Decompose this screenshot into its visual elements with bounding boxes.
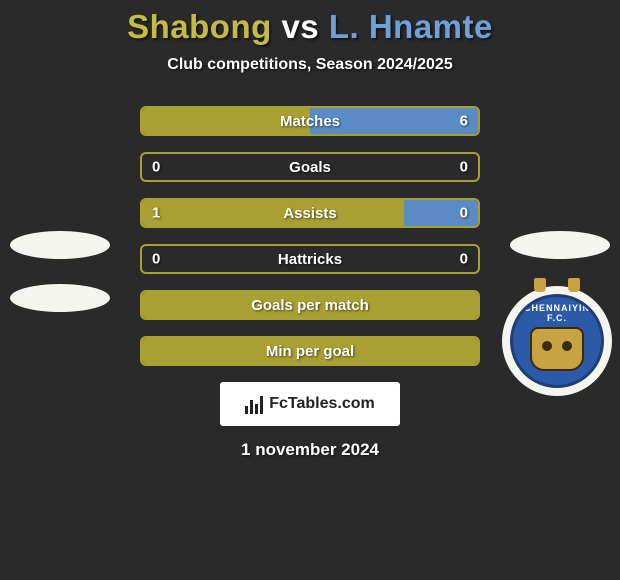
title-vs: vs xyxy=(281,8,319,45)
stat-label: Assists xyxy=(142,205,478,222)
stat-label: Hattricks xyxy=(142,251,478,268)
stat-label: Goals xyxy=(142,159,478,176)
player1-badge-placeholder-1 xyxy=(10,231,110,259)
branding-text: FcTables.com xyxy=(269,395,375,413)
club-face-icon xyxy=(530,327,584,371)
title-player1: Shabong xyxy=(127,8,272,45)
stat-row-hattricks: 00Hattricks xyxy=(140,244,480,274)
stat-row-goals-per-match: Goals per match xyxy=(140,290,480,320)
subtitle: Club competitions, Season 2024/2025 xyxy=(0,56,620,74)
page-title: Shabong vs L. Hnamte xyxy=(0,8,620,46)
stat-label: Matches xyxy=(142,113,478,130)
trophies-icon xyxy=(502,278,612,292)
branding-chart-icon xyxy=(245,394,263,414)
date-label: 1 november 2024 xyxy=(0,440,620,460)
title-player2: L. Hnamte xyxy=(329,8,493,45)
player1-badge-placeholder-2 xyxy=(10,284,110,312)
stat-row-matches: 6Matches xyxy=(140,106,480,136)
stat-row-assists: 10Assists xyxy=(140,198,480,228)
stat-row-min-per-goal: Min per goal xyxy=(140,336,480,366)
stat-row-goals: 00Goals xyxy=(140,152,480,182)
club-badge: CHENNAIYIN F.C. xyxy=(502,286,612,396)
branding-badge[interactable]: FcTables.com xyxy=(220,382,400,426)
player2-badge-placeholder xyxy=(510,231,610,259)
stats-area: CHENNAIYIN F.C. 6Matches 00Goals 10Assists… xyxy=(0,106,620,366)
club-name: CHENNAIYIN F.C. xyxy=(513,303,601,323)
stat-label: Goals per match xyxy=(142,297,478,314)
stat-label: Min per goal xyxy=(142,343,478,360)
